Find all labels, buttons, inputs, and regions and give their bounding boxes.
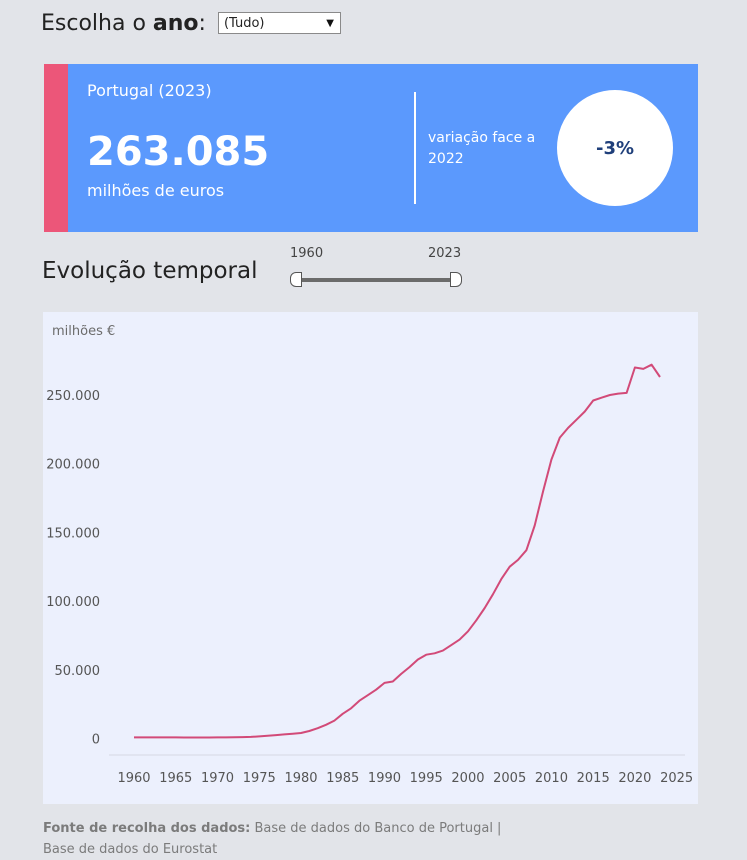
- slider-min-handle[interactable]: [290, 272, 302, 287]
- y-tick-label: 50.000: [55, 664, 101, 679]
- kpi-change-value: -3%: [595, 137, 635, 159]
- y-axis-title: milhões €: [52, 324, 115, 339]
- kpi-accent-bar: [44, 64, 68, 232]
- data-source-label: Fonte de recolha dos dados:: [43, 821, 251, 836]
- slider-max-label: 2023: [428, 246, 462, 261]
- y-tick-label: 200.000: [46, 458, 100, 473]
- y-tick-label: 250.000: [46, 389, 100, 404]
- kpi-change-badge: -3%: [557, 90, 673, 206]
- x-tick-label: 1995: [410, 771, 443, 786]
- y-tick-label: 100.000: [46, 595, 100, 610]
- year-range-slider[interactable]: 1960 2023: [288, 246, 466, 294]
- x-tick-label: 2000: [451, 771, 484, 786]
- data-source: Fonte de recolha dos dados: Base de dado…: [43, 818, 513, 860]
- kpi-change-label: variação face a 2022: [428, 130, 536, 167]
- y-tick-label: 0: [92, 733, 100, 748]
- slider-max-handle[interactable]: [450, 272, 462, 287]
- year-select-value: (Tudo): [223, 15, 265, 31]
- chart-panel: milhões € 0 50.000 100.000 150.000 200.000 250…: [43, 312, 698, 804]
- x-tick-label: 1990: [368, 771, 401, 786]
- x-tick-label: 2015: [577, 771, 610, 786]
- kpi-card: Portugal (2023) 263.085 milhões de euros…: [44, 64, 698, 232]
- y-tick-label: 150.000: [46, 526, 100, 541]
- data-source-text: Base de dados do Banco de Portugal | Bas…: [43, 821, 502, 857]
- chevron-down-icon: ▼: [326, 17, 334, 29]
- year-filter-label: Escolha o ano:: [41, 10, 206, 36]
- x-tick-label: 1965: [159, 771, 192, 786]
- x-tick-label: 2025: [660, 771, 693, 786]
- kpi-title: Portugal (2023): [87, 81, 212, 100]
- series-line: [134, 363, 661, 739]
- kpi-divider: [414, 92, 416, 204]
- year-filter: Escolha o ano: (Tudo) ▼: [41, 8, 341, 38]
- year-select[interactable]: (Tudo) ▼: [217, 12, 341, 34]
- slider-min-label: 1960: [290, 246, 324, 261]
- x-tick-label: 1980: [284, 771, 317, 786]
- x-tick-label: 2010: [535, 771, 568, 786]
- section-title: Evolução temporal: [42, 258, 258, 284]
- x-tick-label: 2005: [493, 771, 526, 786]
- x-tick-label: 1970: [201, 771, 234, 786]
- kpi-unit: milhões de euros: [87, 181, 225, 200]
- x-tick-label: 1975: [243, 771, 276, 786]
- x-tick-label: 1960: [117, 771, 150, 786]
- kpi-value: 263.085: [87, 129, 270, 175]
- x-tick-label: 1985: [326, 771, 359, 786]
- slider-track[interactable]: [296, 278, 456, 282]
- x-tick-label: 2020: [618, 771, 651, 786]
- line-chart: milhões € 0 50.000 100.000 150.000 200.000 250…: [46, 324, 693, 786]
